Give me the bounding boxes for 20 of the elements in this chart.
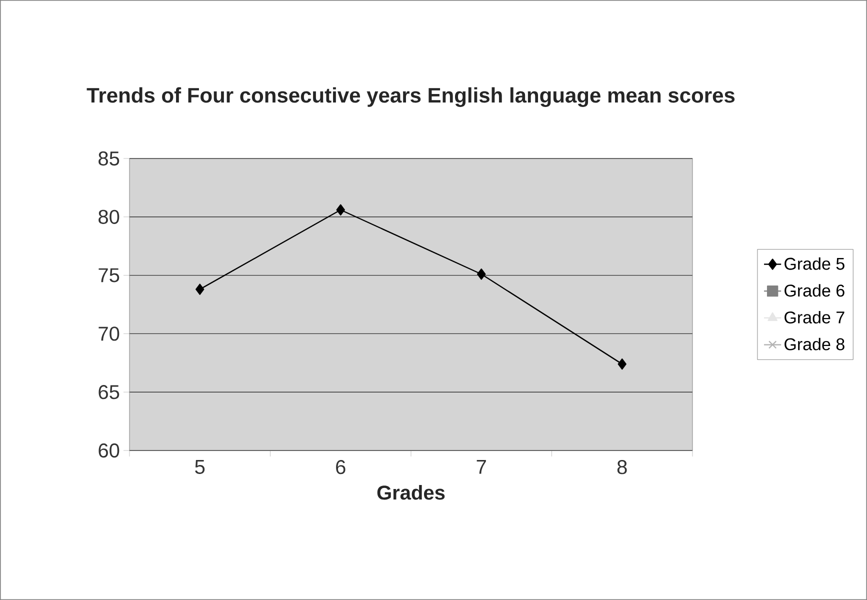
x-tick-label: 7 [476,460,486,474]
point [196,284,204,295]
point [618,358,626,370]
x-tick-label: 5 [195,460,205,474]
chart-title: Trends of Four consecutive years English language mean scores [86,87,735,107]
x-axis-title: Grades [377,485,445,500]
legend-label: Grade 7 [784,311,844,324]
x-tick-label: 8 [617,460,627,474]
legend-label: Grade 8 [784,338,844,350]
y-tick-label: 60 [98,443,120,458]
legend-label: Grade 6 [784,284,844,297]
y-tick-label: 85 [98,151,120,166]
legend-label: Grade 5 [784,257,844,270]
x-tick-label: 6 [336,460,346,474]
y-tick-label: 65 [98,385,120,400]
y-tick-label: 70 [98,326,120,341]
point [477,268,486,280]
y-tick-label: 75 [98,268,120,282]
y-tick-label: 80 [98,210,120,224]
point [336,204,345,216]
